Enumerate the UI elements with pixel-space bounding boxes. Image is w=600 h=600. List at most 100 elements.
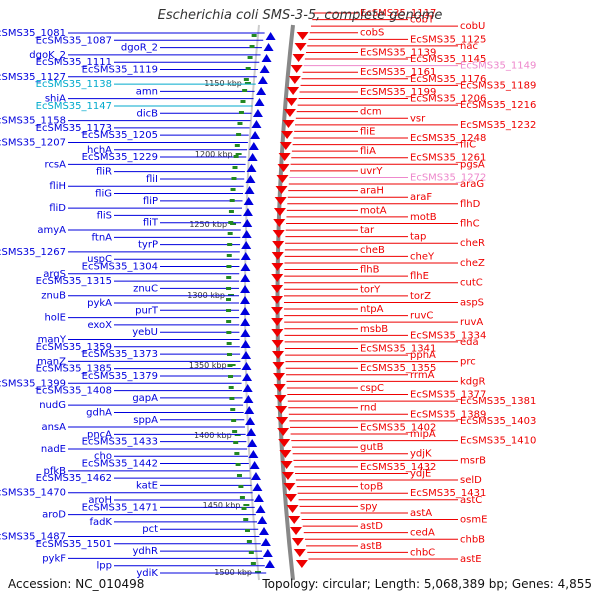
gene-label-ecsms35-1125[interactable]: EcSMS35_1125	[410, 34, 486, 45]
gene-label-ecsms35-1119[interactable]: EcSMS35_1119	[82, 64, 158, 75]
gene-label-tar[interactable]: tar	[360, 225, 375, 236]
gene-label-gutb[interactable]: gutB	[360, 442, 384, 453]
gene-label-ecsms35-1304[interactable]: EcSMS35_1304	[82, 262, 158, 273]
gene-label-gapa[interactable]: gapA	[132, 393, 158, 404]
gene-label-ecsms35-1158[interactable]: EcSMS35_1158	[0, 116, 66, 127]
gene-label-osme[interactable]: osmE	[460, 515, 487, 526]
gene-label-pyka[interactable]: pykA	[87, 298, 112, 309]
gene-label-dcm[interactable]: dcm	[360, 107, 382, 118]
gene-label-eda[interactable]: eda	[460, 337, 479, 348]
gene-label-ecsms35-1272[interactable]: EcSMS35_1272	[410, 172, 486, 183]
gene-label-ecsms35-1399[interactable]: EcSMS35_1399	[0, 378, 66, 389]
gene-label-chey[interactable]: cheY	[410, 251, 435, 262]
gene-label-torz[interactable]: torZ	[410, 291, 431, 302]
gene-label-astc[interactable]: astC	[460, 495, 482, 506]
gene-label-ecsms35-1111[interactable]: EcSMS35_1111	[36, 57, 112, 68]
gene-label-uspc[interactable]: uspC	[87, 254, 112, 265]
gene-label-flit[interactable]: fliT	[143, 218, 159, 229]
gene-label-flir[interactable]: fliR	[96, 167, 112, 178]
gene-label-prc[interactable]: prc	[460, 357, 476, 368]
gene-label-ecsms35-1229[interactable]: EcSMS35_1229	[82, 152, 158, 163]
gene-label-ecsms35-1385[interactable]: EcSMS35_1385	[36, 364, 112, 375]
gene-label-lpp[interactable]: lpp	[97, 561, 112, 572]
gene-label-ecsms35-1381[interactable]: EcSMS35_1381	[460, 396, 536, 407]
gene-label-ruva[interactable]: ruvA	[460, 317, 483, 328]
gene-label-chbb[interactable]: chbB	[460, 534, 485, 545]
gene-label-many[interactable]: manY	[38, 334, 67, 345]
gene-label-flhc[interactable]: flhC	[460, 219, 480, 230]
gene-label-chez[interactable]: cheZ	[460, 258, 485, 269]
gene-label-arod[interactable]: aroD	[42, 510, 66, 521]
gene-label-dgor-2[interactable]: dgoR_2	[121, 43, 158, 54]
gene-label-ecsms35-1147[interactable]: EcSMS35_1147	[36, 101, 112, 112]
gene-label-tyrp[interactable]: tyrP	[138, 240, 158, 251]
gene-label-fadk[interactable]: fadK	[89, 517, 112, 528]
gene-label-ecsms35-1341[interactable]: EcSMS35_1341	[360, 343, 436, 354]
gene-label-exox[interactable]: exoX	[87, 320, 112, 331]
gene-label-sppa[interactable]: sppA	[133, 415, 158, 426]
gene-label-ecsms35-1173[interactable]: EcSMS35_1173	[36, 123, 112, 134]
gene-label-ftna[interactable]: ftnA	[92, 232, 113, 243]
gene-label-kate[interactable]: katE	[136, 480, 158, 491]
gene-label-ecsms35-1138[interactable]: EcSMS35_1138	[36, 79, 112, 90]
gene-label-ecsms35-1315[interactable]: EcSMS35_1315	[36, 276, 112, 287]
gene-label-ecsms35-1149[interactable]: EcSMS35_1149	[460, 61, 536, 72]
gene-label-manz[interactable]: manZ	[37, 356, 66, 367]
gene-label-ecsms35-1373[interactable]: EcSMS35_1373	[82, 349, 158, 360]
gene-label-ecsms35-1433[interactable]: EcSMS35_1433	[82, 437, 158, 448]
gene-label-uvry[interactable]: uvrY	[360, 166, 383, 177]
gene-label-cobu[interactable]: cobU	[460, 21, 485, 32]
gene-label-arag[interactable]: araG	[460, 179, 484, 190]
gene-label-ntpa[interactable]: ntpA	[360, 304, 384, 315]
gene-label-ecsms35-1248[interactable]: EcSMS35_1248	[410, 133, 486, 144]
gene-label-ecsms35-1232[interactable]: EcSMS35_1232	[460, 120, 536, 131]
gene-label-arah[interactable]: araH	[360, 186, 384, 197]
gene-label-ecsms35-1139[interactable]: EcSMS35_1139	[360, 47, 436, 58]
gene-label-chbc[interactable]: chbC	[410, 547, 435, 558]
gene-label-znub[interactable]: znuB	[41, 291, 66, 302]
gene-label-ecsms35-1487[interactable]: EcSMS35_1487	[0, 532, 66, 543]
gene-label-ecsms35-1189[interactable]: EcSMS35_1189	[460, 80, 536, 91]
gene-label-ecsms35-1471[interactable]: EcSMS35_1471	[82, 502, 158, 513]
gene-label-ecsms35-1261[interactable]: EcSMS35_1261	[410, 153, 486, 164]
gene-label-ecsms35-1087[interactable]: EcSMS35_1087	[36, 35, 112, 46]
gene-label-ydhr[interactable]: ydhR	[132, 546, 158, 557]
gene-label-flip[interactable]: fliP	[143, 196, 158, 207]
gene-label-asta[interactable]: astA	[410, 508, 432, 519]
gene-label-tory[interactable]: torY	[360, 284, 381, 295]
gene-label-ecsms35-1379[interactable]: EcSMS35_1379	[82, 371, 158, 382]
gene-label-flie[interactable]: fliE	[360, 126, 375, 137]
gene-label-pfkb[interactable]: pfkB	[43, 466, 66, 477]
gene-label-znuc[interactable]: znuC	[133, 283, 158, 294]
gene-label-topb[interactable]: topB	[360, 482, 383, 493]
gene-label-cho[interactable]: cho	[94, 451, 112, 462]
gene-label-aroh[interactable]: aroH	[88, 495, 112, 506]
gene-label-nac[interactable]: nac	[460, 41, 478, 52]
gene-label-ecsms35-1127[interactable]: EcSMS35_1127	[0, 72, 66, 83]
gene-label-ecsms35-1117[interactable]: EcSMS35_1117	[360, 8, 436, 19]
gene-label-flih[interactable]: fliH	[49, 181, 66, 192]
gene-label-ecsms35-1176[interactable]: EcSMS35_1176	[410, 74, 486, 85]
gene-label-astb[interactable]: astB	[360, 541, 382, 552]
gene-label-ecsms35-1377[interactable]: EcSMS35_1377	[410, 390, 486, 401]
gene-label-ecsms35-1207[interactable]: EcSMS35_1207	[0, 137, 66, 148]
gene-label-asps[interactable]: aspS	[460, 297, 484, 308]
gene-label-mipa[interactable]: mipA	[410, 429, 436, 440]
gene-label-cher[interactable]: cheR	[460, 238, 485, 249]
gene-label-ecsms35-1389[interactable]: EcSMS35_1389	[410, 409, 486, 420]
gene-label-cutc[interactable]: cutC	[460, 278, 483, 289]
gene-label-cobs[interactable]: cobS	[360, 28, 384, 39]
gene-label-flhb[interactable]: flhB	[360, 265, 380, 276]
gene-label-ecsms35-1431[interactable]: EcSMS35_1431	[410, 488, 486, 499]
gene-label-amn[interactable]: amn	[136, 86, 158, 97]
gene-label-ecsms35-1470[interactable]: EcSMS35_1470	[0, 488, 66, 499]
gene-label-ydik[interactable]: ydiK	[136, 568, 158, 579]
gene-label-ecsms35-1432[interactable]: EcSMS35_1432	[360, 462, 436, 473]
gene-label-rrma[interactable]: rrmA	[410, 370, 435, 381]
gene-label-ydje[interactable]: ydjE	[410, 468, 431, 479]
gene-label-nade[interactable]: nadE	[41, 444, 66, 455]
gene-label-ecsms35-1145[interactable]: EcSMS35_1145	[410, 54, 486, 65]
gene-label-yebu[interactable]: yebU	[132, 327, 158, 338]
gene-label-seld[interactable]: selD	[460, 475, 482, 486]
gene-label-ecsms35-1408[interactable]: EcSMS35_1408	[36, 386, 112, 397]
